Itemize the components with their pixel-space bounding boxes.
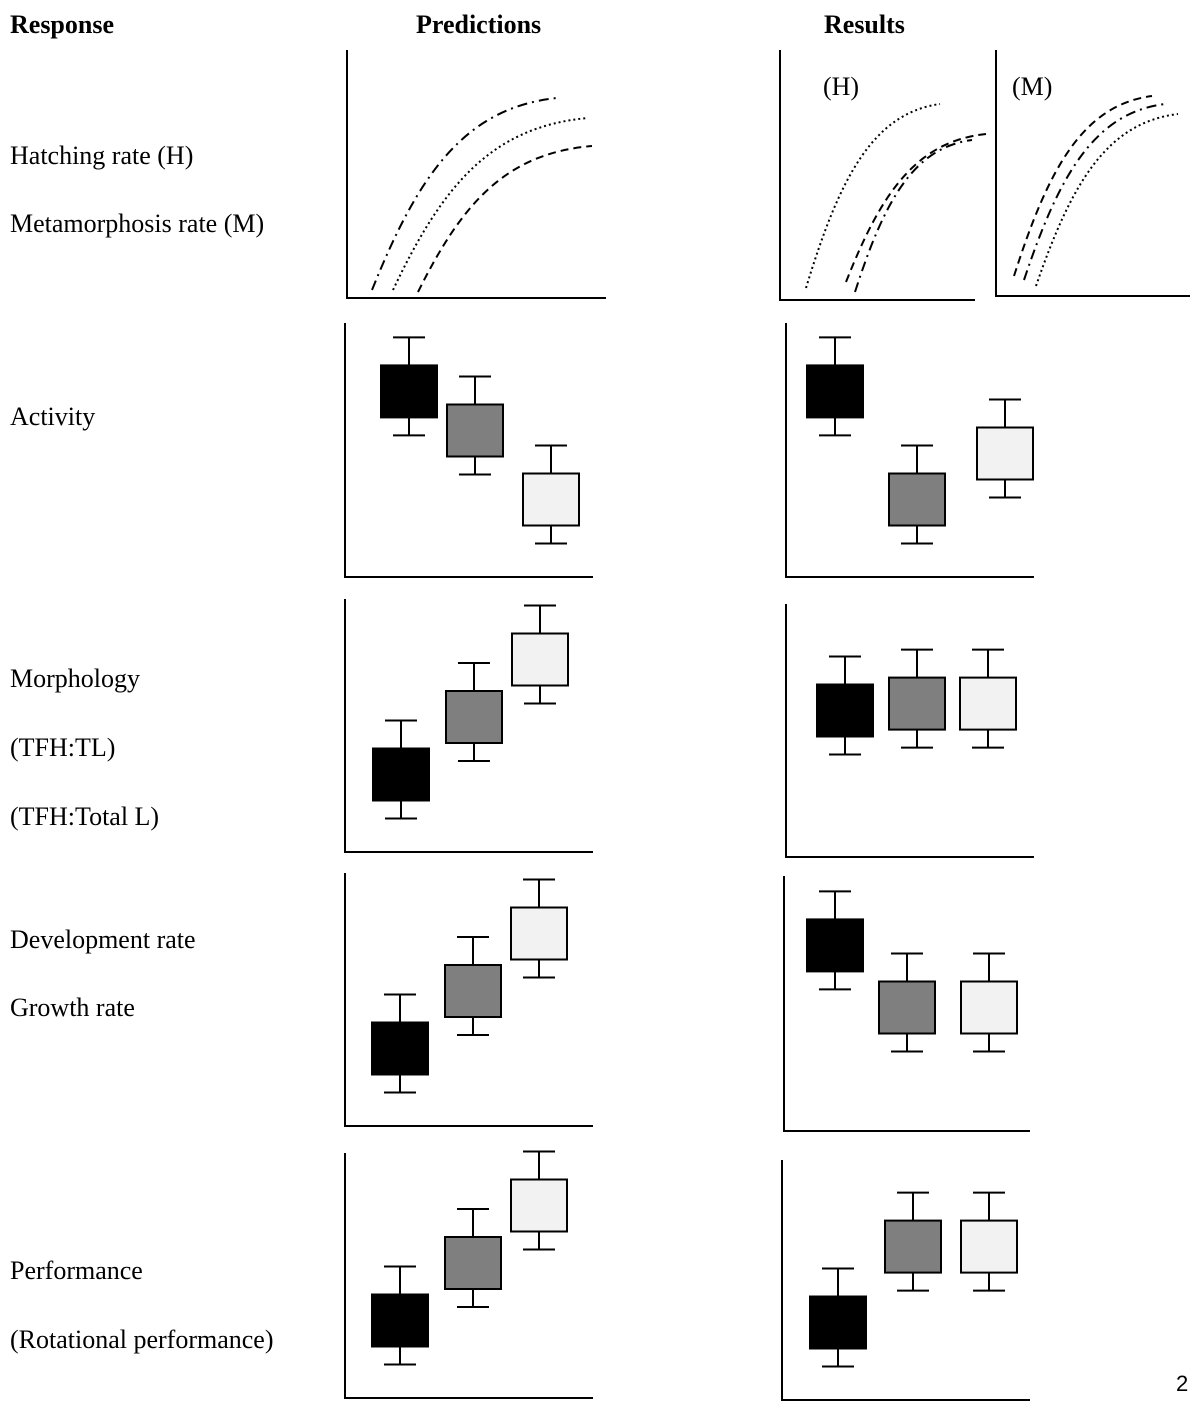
axis-performance-predictions	[344, 1153, 593, 1399]
box-development-predictions-black	[371, 993, 429, 1094]
label-tfh-total-l: (TFH:Total L)	[10, 802, 159, 831]
box-activity-predictions-black	[380, 336, 438, 437]
box-activity-results-black	[806, 336, 864, 437]
label-metamorphosis-rate: Metamorphosis rate (M)	[10, 209, 264, 238]
curve-dashed-metamorphosis-results	[1013, 95, 1153, 277]
box-development-predictions-light	[510, 878, 568, 979]
axis-hatching-results	[779, 50, 975, 301]
box-morphology-predictions-light	[511, 604, 569, 705]
box-development-predictions-gray	[444, 936, 502, 1036]
box-morphology-results-gray	[888, 648, 946, 749]
axis-activity-predictions	[344, 323, 593, 578]
box-morphology-results-black	[816, 655, 874, 756]
box-morphology-results-light	[959, 648, 1017, 749]
box-performance-predictions-black	[371, 1265, 429, 1366]
box-activity-results-light	[976, 398, 1034, 499]
box-activity-results-gray	[888, 444, 946, 545]
curve-dotted-hatching-results	[805, 103, 941, 289]
panel-label-hatching: (H)	[823, 72, 859, 101]
box-activity-predictions-gray	[446, 375, 504, 476]
label-rotational-performance: (Rotational performance)	[10, 1325, 274, 1354]
box-morphology-predictions-gray	[445, 662, 503, 762]
axis-morphology-predictions	[344, 599, 593, 853]
box-performance-predictions-gray	[444, 1208, 502, 1308]
label-hatching-rate: Hatching rate (H)	[10, 141, 193, 170]
header-response: Response	[10, 10, 114, 39]
label-activity: Activity	[10, 402, 95, 431]
label-growth-rate: Growth rate	[10, 993, 135, 1022]
label-tfh-tl: (TFH:TL)	[10, 733, 115, 762]
axis-performance-results	[781, 1160, 1030, 1401]
box-development-results-light	[960, 952, 1018, 1053]
header-results: Results	[824, 10, 905, 39]
header-predictions: Predictions	[416, 10, 541, 39]
box-morphology-predictions-black	[372, 719, 430, 820]
panel-label-metamorphosis: (M)	[1012, 72, 1052, 101]
box-development-results-black	[806, 890, 864, 991]
axis-activity-results	[785, 323, 1034, 578]
box-performance-predictions-light	[510, 1150, 568, 1251]
axis-development-predictions	[344, 873, 593, 1127]
axis-development-results	[783, 876, 1030, 1132]
boxes-layer	[371, 336, 1034, 1368]
label-performance: Performance	[10, 1256, 143, 1285]
box-development-results-gray	[878, 952, 936, 1053]
axis-morphology-results	[785, 604, 1034, 858]
axis-metamorphosis-results	[995, 50, 1190, 297]
box-performance-results-gray	[884, 1191, 942, 1292]
curve-dash-dot-metamorphosis-results	[1023, 103, 1166, 281]
axis-hatching-predictions	[346, 50, 606, 299]
curves-layer	[371, 95, 1179, 293]
curve-dash-dot-hatching-predictions	[371, 97, 558, 291]
curve-dashed-hatching-results	[845, 133, 987, 283]
curve-dashed-hatching-predictions	[417, 145, 593, 293]
axes-layer	[344, 50, 1190, 1401]
box-performance-results-black	[809, 1267, 867, 1368]
label-development-rate: Development rate	[10, 925, 196, 954]
label-morphology: Morphology	[10, 664, 140, 693]
curve-dotted-metamorphosis-results	[1035, 113, 1179, 287]
page-number: 2	[1176, 1371, 1188, 1396]
box-activity-predictions-light	[522, 444, 580, 545]
curve-dotted-hatching-predictions	[392, 117, 589, 291]
curve-dash-dot-hatching-results	[854, 139, 973, 293]
box-performance-results-light	[960, 1191, 1018, 1292]
